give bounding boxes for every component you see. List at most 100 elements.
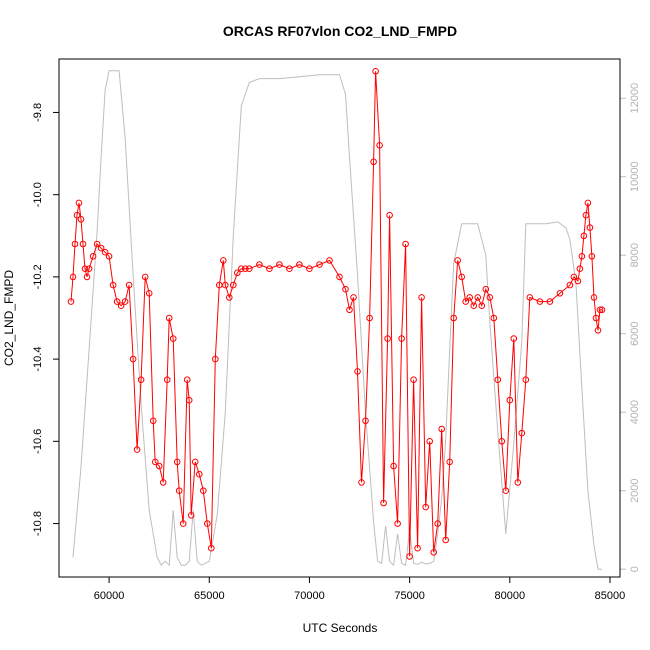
data-point [125, 281, 133, 289]
data-point [113, 298, 121, 305]
data-point [522, 376, 530, 384]
altitude-series [72, 70, 602, 570]
data-point [450, 314, 458, 322]
y2-tick-label: 12000 [629, 83, 641, 114]
data-point [576, 265, 584, 273]
data-point [394, 520, 401, 527]
data-point [79, 240, 87, 248]
data-point [478, 302, 486, 310]
data-point [101, 248, 109, 256]
data-point [71, 240, 79, 248]
data-point [342, 285, 349, 293]
data-point [266, 265, 273, 273]
data-point [117, 302, 125, 310]
data-point [238, 265, 245, 273]
y2-tick-label: 6000 [629, 321, 641, 345]
data-point [566, 281, 574, 289]
data-point [183, 376, 191, 384]
data-point [163, 376, 171, 384]
data-point [518, 429, 526, 437]
data-point [83, 273, 91, 281]
y-tick-label: -10.6 [32, 429, 44, 454]
data-point [67, 298, 75, 305]
data-point [376, 142, 383, 149]
y2-tick-label: 8000 [629, 243, 641, 267]
data-point [75, 199, 83, 207]
chart-title: ORCAS RF07vlon CO2_LND_FMPD [223, 23, 457, 39]
data-point [410, 376, 417, 384]
data-point [336, 273, 343, 281]
data-point [169, 335, 177, 342]
data-point [594, 327, 602, 334]
data-point [458, 273, 466, 281]
data-point [208, 544, 215, 552]
data-point [418, 294, 425, 301]
data-point [370, 158, 377, 166]
data-point [406, 553, 413, 560]
data-point [129, 355, 137, 363]
data-point [185, 396, 193, 404]
co2-line [70, 71, 602, 557]
data-point [230, 281, 237, 289]
data-point [242, 265, 249, 273]
data-point [81, 265, 89, 273]
data-point [155, 462, 163, 470]
data-point [316, 261, 323, 268]
data-point [326, 257, 333, 264]
data-point [398, 335, 405, 342]
data-point [97, 244, 105, 252]
data-point [598, 306, 606, 314]
data-point [256, 261, 263, 268]
data-point [596, 306, 604, 314]
y2-tick-label: 0 [629, 566, 641, 572]
data-point [578, 252, 586, 260]
data-point [502, 487, 510, 495]
data-point [514, 479, 522, 486]
data-point [546, 298, 554, 305]
data-point [222, 281, 229, 289]
data-point [474, 294, 482, 301]
data-point [498, 438, 506, 445]
data-point [580, 232, 588, 240]
data-point [454, 257, 462, 264]
data-point [582, 211, 590, 219]
data-point [486, 294, 494, 301]
data-point [109, 281, 117, 289]
data-point [85, 265, 93, 273]
co2-series-line [70, 71, 602, 557]
data-point [246, 265, 253, 273]
data-point [133, 446, 141, 453]
plot-frame [58, 58, 621, 578]
data-point [446, 458, 454, 466]
data-point [434, 520, 442, 527]
data-point [358, 479, 365, 486]
data-point [77, 216, 85, 223]
data-point [362, 417, 369, 425]
data-point [372, 68, 379, 75]
data-point [430, 549, 438, 556]
y-axis-label: CO2_LND_FMPD [2, 270, 16, 366]
data-point [466, 294, 474, 301]
data-point [380, 499, 387, 507]
data-point [93, 240, 101, 248]
x-tick-label: 75000 [394, 590, 425, 602]
data-point [220, 257, 227, 264]
y2-tick-label: 2000 [629, 478, 641, 502]
data-point [426, 438, 434, 445]
x-tick-label: 60000 [94, 590, 125, 602]
data-point [586, 224, 594, 231]
data-point [286, 265, 293, 273]
data-point [390, 462, 397, 470]
data-point [470, 302, 478, 310]
data-point [149, 417, 157, 425]
data-point [354, 368, 361, 375]
data-point [187, 512, 195, 519]
data-point [151, 458, 159, 466]
altitude-line [72, 70, 602, 570]
data-point [234, 269, 241, 277]
data-point [226, 294, 233, 301]
data-point [570, 273, 578, 281]
data-point [494, 376, 502, 384]
data-point [590, 294, 598, 301]
